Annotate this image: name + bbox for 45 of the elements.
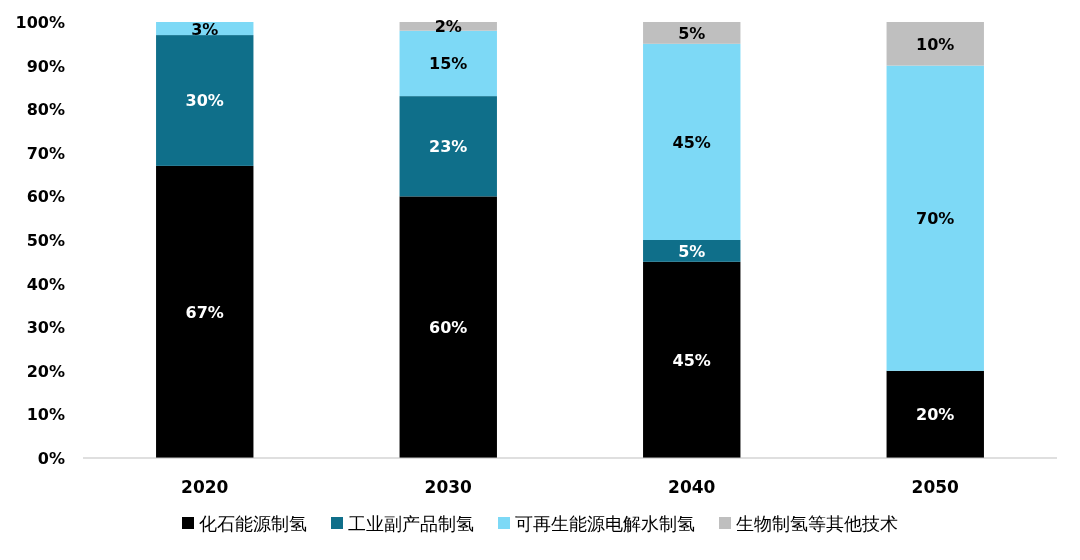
- y-tick-label: 30%: [26, 318, 65, 338]
- bar: [399, 196, 497, 458]
- bar: [399, 30, 497, 97]
- y-tick-label: 70%: [26, 143, 65, 163]
- data-label: 10%: [916, 34, 955, 54]
- y-tick-label: 0%: [37, 449, 65, 468]
- bar: [886, 22, 984, 66]
- data-label: 15%: [429, 54, 468, 74]
- legend-label: 化石能源制氢: [199, 513, 307, 534]
- y-tick-label: 80%: [26, 100, 65, 120]
- y-tick-label: 20%: [26, 361, 65, 381]
- data-label: 20%: [916, 405, 955, 425]
- legend-label: 工业副产品制氢: [348, 513, 474, 534]
- bar: [886, 65, 984, 371]
- bar: [643, 43, 741, 240]
- data-label: 2%: [434, 17, 462, 37]
- y-tick-label: 60%: [26, 187, 65, 207]
- x-tick-label: 2020: [181, 477, 229, 497]
- bar: [643, 261, 741, 458]
- data-label: 70%: [916, 209, 955, 229]
- legend-label: 可再生能源电解水制氢: [515, 513, 695, 534]
- data-label: 45%: [672, 350, 711, 370]
- data-label: 60%: [429, 318, 468, 338]
- y-tick-label: 10%: [26, 405, 65, 425]
- data-label: 30%: [185, 91, 224, 111]
- x-tick-label: 2030: [424, 477, 473, 497]
- data-label: 5%: [678, 241, 706, 261]
- y-tick-label: 40%: [26, 274, 65, 294]
- bar: [886, 370, 984, 458]
- data-label: 67%: [185, 302, 224, 322]
- data-label: 3%: [191, 19, 219, 39]
- bar: [156, 35, 254, 166]
- bar: [156, 165, 254, 458]
- legend-label: 生物制氢等其他技术: [736, 513, 898, 534]
- data-label: 5%: [678, 23, 706, 43]
- bar: [643, 240, 741, 262]
- y-tick-label: 90%: [26, 56, 65, 76]
- data-label: 23%: [429, 137, 468, 157]
- x-tick-label: 2050: [911, 477, 960, 497]
- data-label: 45%: [672, 132, 711, 152]
- bar: [399, 96, 497, 197]
- y-tick-label: 50%: [26, 231, 65, 250]
- x-tick-label: 2040: [668, 477, 716, 497]
- bar: [643, 22, 741, 44]
- y-tick-label: 100%: [15, 13, 65, 32]
